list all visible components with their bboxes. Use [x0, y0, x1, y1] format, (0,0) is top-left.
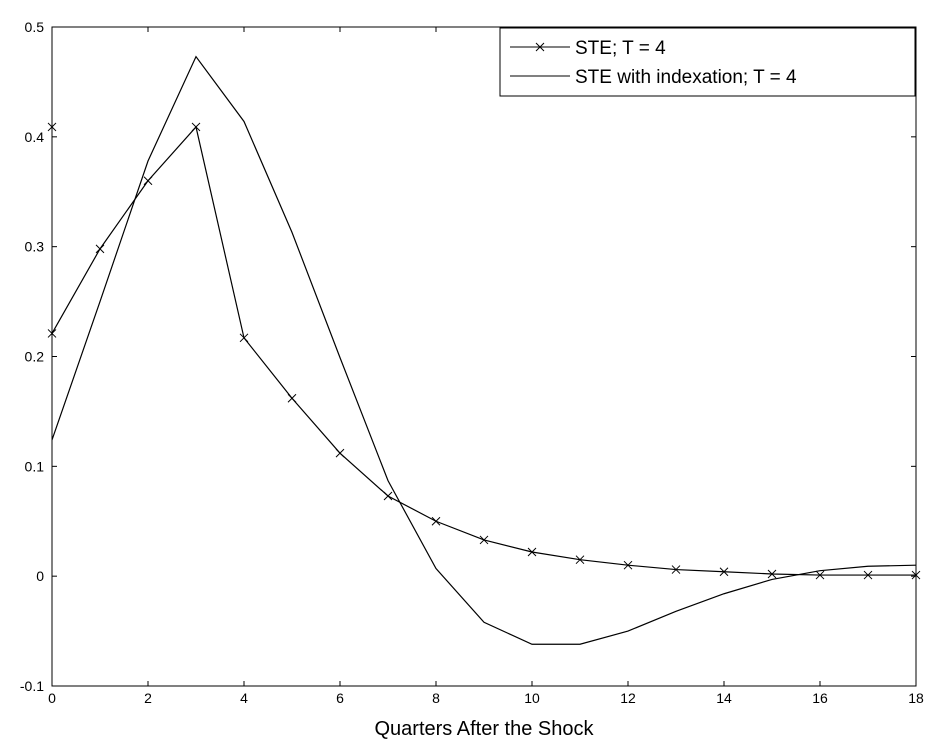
- legend-box: [499, 27, 916, 97]
- data-point: [479, 535, 489, 545]
- data-point: [239, 333, 249, 343]
- plot-area: [51, 26, 917, 687]
- x-marker-stroke: [815, 570, 825, 580]
- data-point: [383, 491, 393, 501]
- x-tick-label: 6: [336, 690, 344, 706]
- legend-label-ste-indexation: STE with indexation; T = 4: [575, 67, 797, 88]
- x-marker-stroke: [191, 122, 201, 132]
- data-point: [575, 555, 585, 565]
- data-point: [815, 570, 825, 580]
- x-tick-label: 14: [716, 690, 732, 706]
- x-marker-stroke: [47, 122, 57, 132]
- y-tick-label: 0.1: [25, 458, 45, 474]
- x-marker-stroke: [479, 535, 489, 545]
- x-tick-label: 4: [240, 690, 248, 706]
- series-line-1: [51, 55, 917, 645]
- x-tick-label: 16: [812, 690, 828, 706]
- x-marker-stroke: [719, 567, 729, 577]
- x-tick-label: 10: [524, 690, 540, 706]
- data-point: [767, 569, 777, 579]
- x-marker-stroke: [287, 393, 297, 403]
- series-layer: [47, 55, 921, 645]
- legend-x-marker: [535, 42, 545, 52]
- x-marker-stroke: [575, 555, 585, 565]
- data-point: [143, 176, 153, 186]
- x-marker-stroke: [143, 176, 153, 186]
- x-tick-label: 2: [144, 690, 152, 706]
- data-point: [623, 560, 633, 570]
- legend: STE; T = 4 STE with indexation; T = 4: [499, 27, 916, 97]
- x-marker-stroke: [239, 333, 249, 343]
- y-tick-label: 0.2: [25, 349, 45, 365]
- data-point: [95, 244, 105, 254]
- x-marker-stroke: [863, 570, 873, 580]
- x-tick-label: 0: [48, 690, 56, 706]
- data-point: [431, 516, 441, 526]
- x-marker-stroke: [47, 329, 57, 338]
- data-point: [911, 570, 921, 580]
- data-point: [287, 393, 297, 403]
- x-tick-label: 18: [908, 690, 924, 706]
- data-point: [863, 570, 873, 580]
- data-point: [191, 122, 201, 132]
- y-tick-label: -0.1: [20, 678, 44, 694]
- x-marker-stroke: [911, 570, 921, 580]
- data-point: [719, 567, 729, 577]
- x-marker-stroke: [535, 42, 545, 52]
- x-marker-stroke: [431, 516, 441, 526]
- legend-marker-ste: [535, 42, 545, 52]
- data-point: [47, 329, 57, 338]
- x-marker-stroke: [527, 547, 537, 557]
- data-point: [527, 547, 537, 557]
- data-point: [335, 448, 345, 458]
- extra-marker: [47, 122, 57, 132]
- y-tick-label: 0.3: [25, 239, 45, 255]
- x-tick-label: 12: [620, 690, 636, 706]
- y-tick-label: 0: [36, 568, 44, 584]
- x-marker-stroke: [335, 448, 345, 458]
- x-marker-stroke: [383, 491, 393, 501]
- x-marker-stroke: [623, 560, 633, 570]
- y-tick-label: 0.5: [25, 19, 45, 35]
- axis-ticks: 0 2 4 6 8 10 12 14 16 18-0.100.10.20.30.40.5: [20, 19, 924, 706]
- x-tick-label: 8: [432, 690, 440, 706]
- data-point: [671, 565, 681, 574]
- x-marker-stroke: [767, 569, 777, 579]
- x-marker-stroke: [671, 565, 681, 574]
- x-marker-stroke: [95, 244, 105, 254]
- x-axis-title: Quarters After the Shock: [375, 718, 595, 740]
- legend-label-ste: STE; T = 4: [575, 38, 666, 59]
- y-tick-label: 0.4: [25, 129, 45, 145]
